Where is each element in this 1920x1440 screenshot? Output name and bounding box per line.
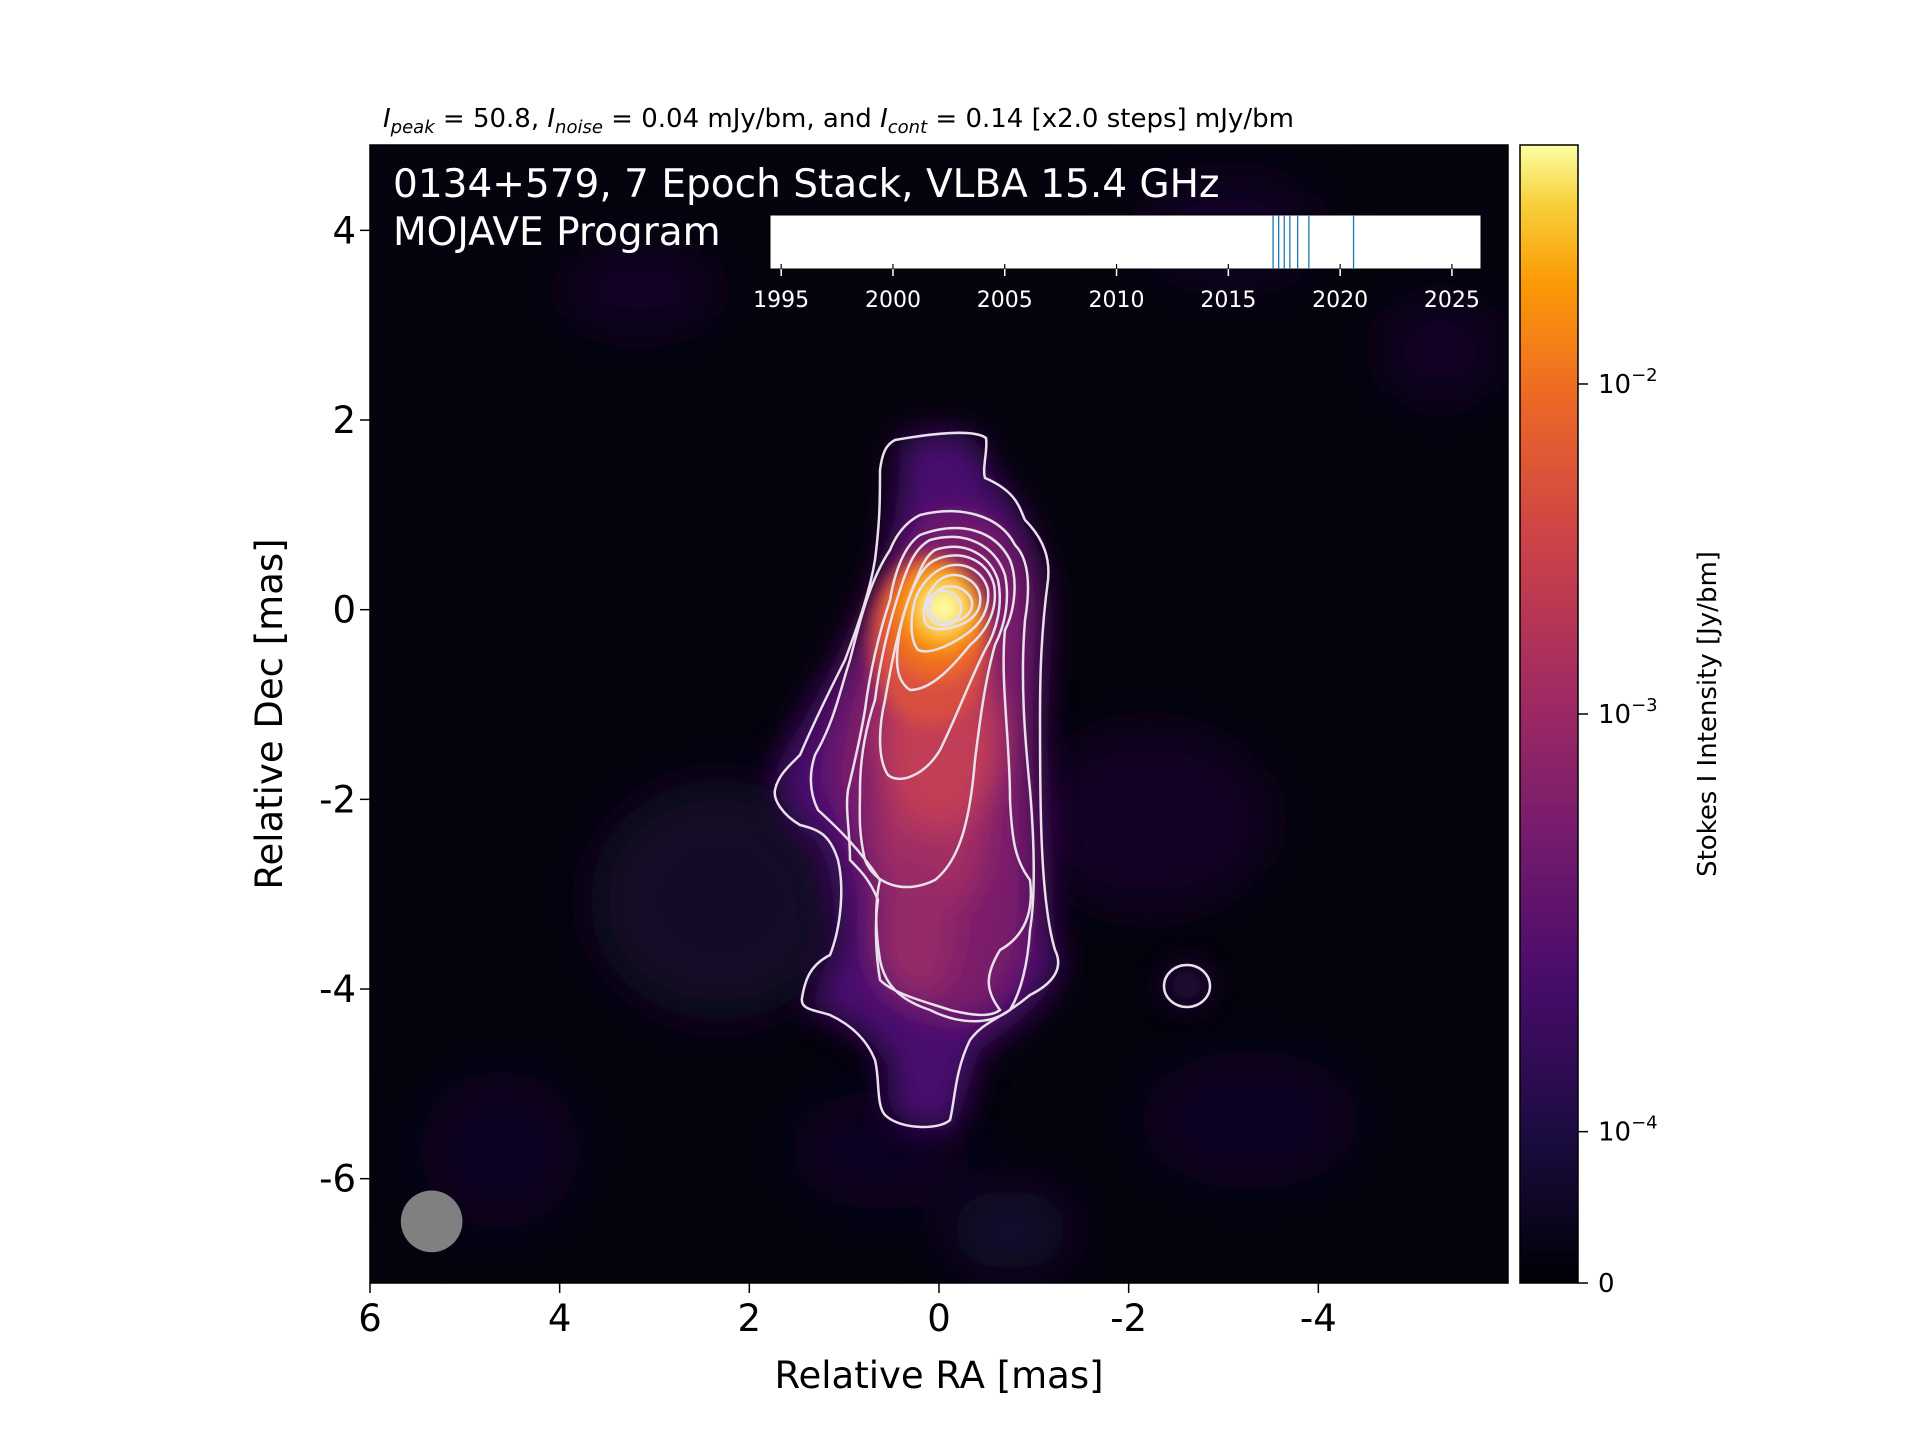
contour-level-10 [925, 589, 963, 627]
contour-level-7 [910, 563, 990, 653]
contour-level-2 [809, 510, 1035, 1023]
x-axis-label: Relative RA [mas] [774, 1354, 1103, 1397]
x-tick-label: -4 [1300, 1297, 1337, 1340]
contour-level-3 [845, 526, 1033, 1017]
epoch-tick-label: 2025 [1424, 288, 1480, 313]
x-axis: 6 4 2 0 -2 -4 [358, 1283, 1337, 1340]
epoch-tick-label: 2020 [1312, 288, 1368, 313]
y-tick-label: 0 [332, 589, 356, 632]
x-tick-label: -2 [1110, 1297, 1147, 1340]
y-tick-label: -2 [319, 778, 356, 821]
y-axis: 4 2 0 -2 -4 -6 [319, 209, 370, 1201]
y-tick-label: -6 [319, 1158, 356, 1201]
contour-level-6 [895, 554, 997, 692]
y-tick-label: 2 [332, 399, 356, 442]
epoch-tick-label: 2015 [1200, 288, 1256, 313]
y-tick-label: 4 [332, 209, 356, 252]
chart-title-line2: MOJAVE Program [393, 210, 721, 255]
colorbar-tick-label: 10−3 [1598, 695, 1658, 730]
chart-title-line1: 0134+579, 7 Epoch Stack, VLBA 15.4 GHz [393, 162, 1219, 207]
contour-level-1 [773, 431, 1060, 1129]
colorbar-tick-label: 0 [1598, 1269, 1615, 1299]
epoch-tick-label: 2010 [1089, 288, 1145, 313]
contour-level-8 [922, 573, 982, 631]
isolated-component-contour [1162, 963, 1212, 1009]
colorbar-tick-label: 10−4 [1598, 1113, 1658, 1148]
colorbar-tick-label: 10−2 [1598, 365, 1658, 400]
intensity-contours [773, 431, 1212, 1129]
epoch-timeline-inset: 1995 2000 2005 2010 2015 2020 2025 [753, 214, 1482, 313]
x-tick-label: 6 [358, 1297, 382, 1340]
colorbar: 10−2 10−3 10−4 0 Stokes I Intensity [Jy/bm] [1519, 144, 1723, 1299]
epoch-tick-label: 2005 [977, 288, 1033, 313]
colorbar-gradient [1519, 144, 1579, 1284]
x-tick-label: 2 [738, 1297, 762, 1340]
x-tick-label: 4 [548, 1297, 572, 1340]
y-axis-label: Relative Dec [mas] [248, 538, 291, 889]
epoch-tick-label: 2000 [865, 288, 921, 313]
colorbar-label: Stokes I Intensity [Jy/bm] [1693, 551, 1723, 877]
y-tick-label: -4 [319, 968, 356, 1011]
contour-level-4 [858, 535, 1009, 889]
epoch-timeline-box [769, 214, 1482, 270]
image-stats-header: Ipeak = 50.8, Inoise = 0.04 mJy/bm, and … [383, 104, 1294, 138]
beam-ellipse [400, 1190, 463, 1253]
x-tick-label: 0 [927, 1297, 951, 1340]
intensity-map [420, 180, 1500, 1270]
epoch-tick-label: 1995 [753, 288, 809, 313]
